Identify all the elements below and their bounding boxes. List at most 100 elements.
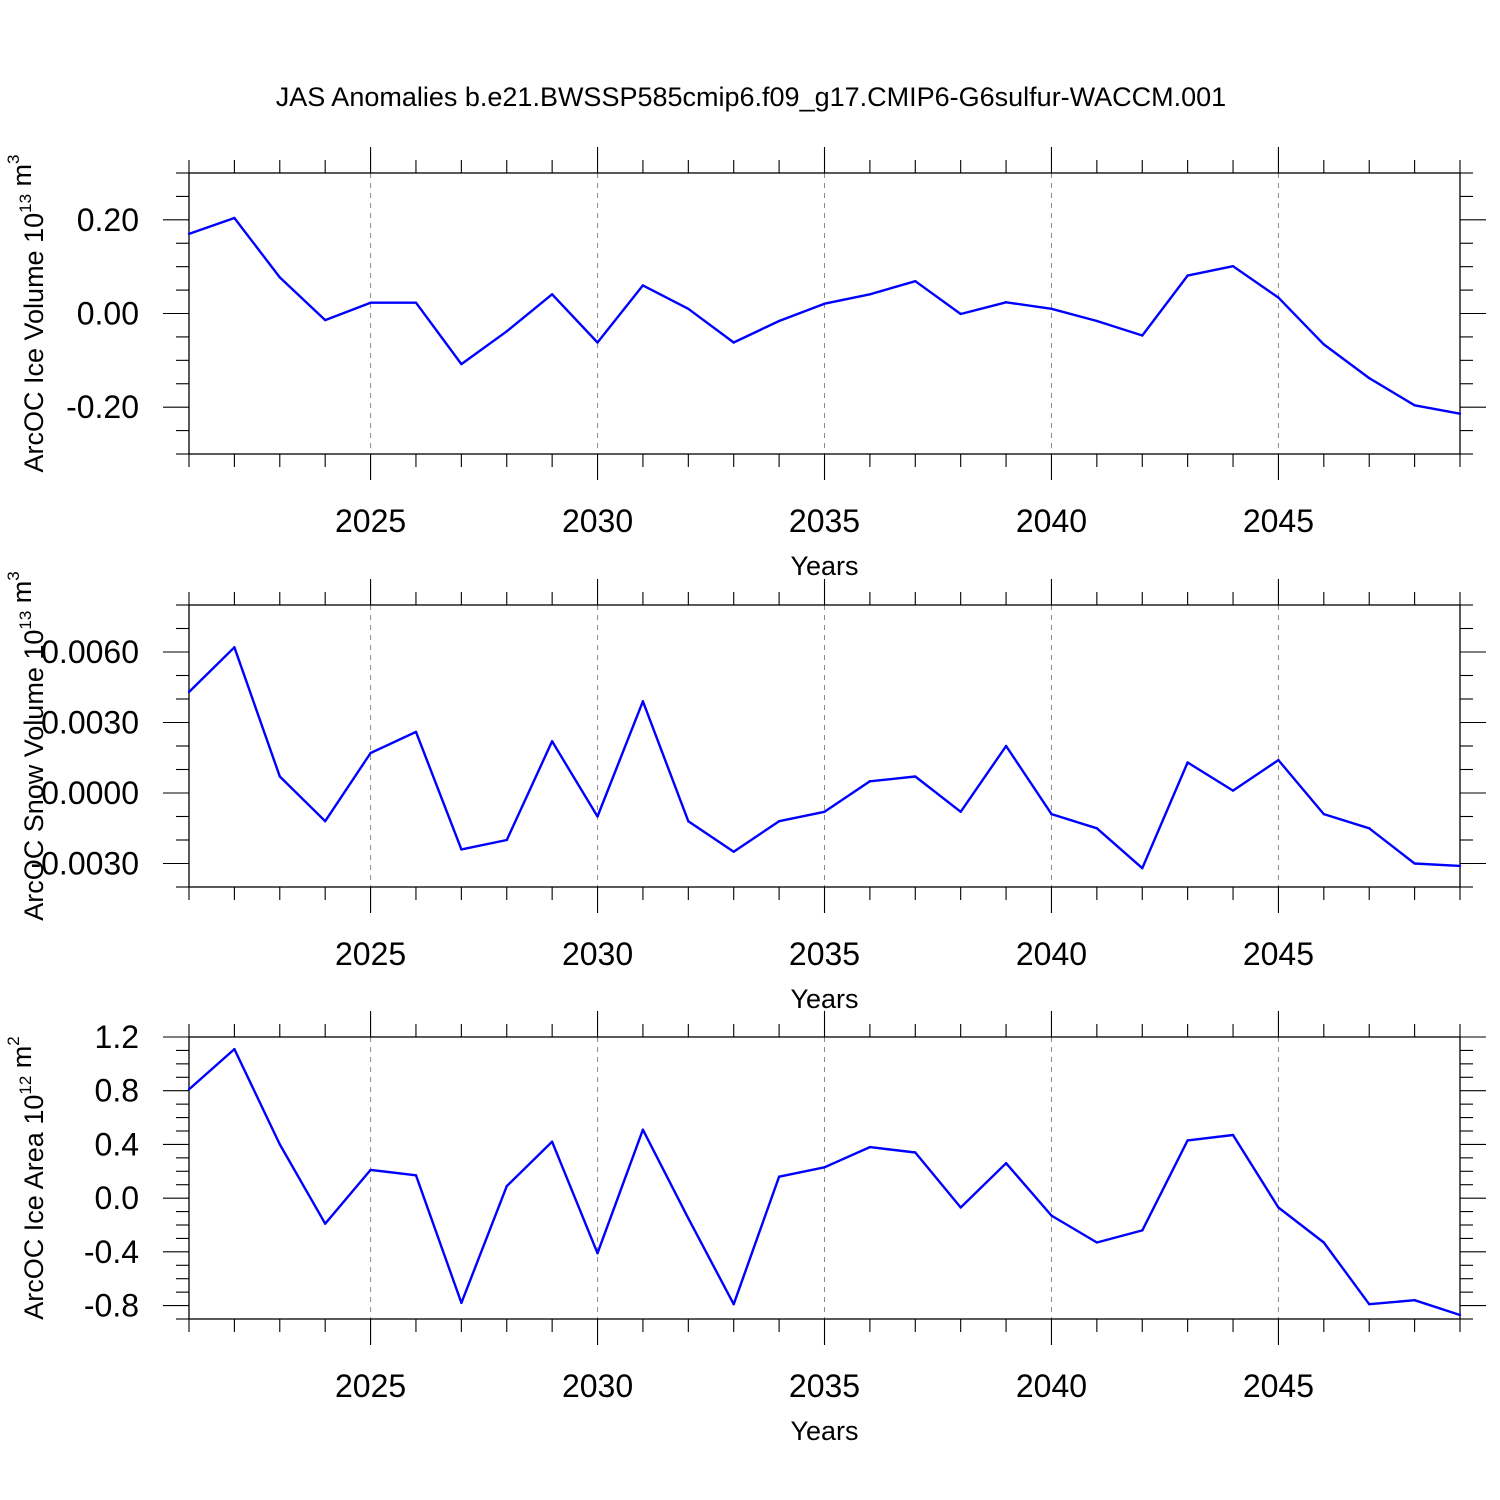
y-tick-label: 0.20 [77, 202, 139, 238]
data-point [959, 1206, 962, 1209]
y-axis-label: ArcOC Ice Volume 1013 m3 [4, 154, 49, 472]
data-point [1095, 319, 1099, 323]
x-tick-label: 2045 [1243, 503, 1314, 539]
data-point [1141, 867, 1144, 870]
y-tick-label: 0.4 [95, 1126, 139, 1162]
data-point [596, 341, 599, 344]
y-axis-label: ArcOC Snow Volume 1013 m3 [4, 571, 49, 921]
data-point [641, 700, 645, 703]
data-point [187, 232, 191, 236]
data-point [732, 850, 735, 853]
data-point [505, 1184, 508, 1188]
data-point [777, 1175, 781, 1178]
data-point [278, 775, 281, 778]
data-point [323, 820, 327, 823]
data-point [914, 279, 917, 283]
x-tick-label: 2035 [789, 936, 860, 972]
figure-title: JAS Anomalies b.e21.BWSSP585cmip6.f09_g1… [276, 82, 1226, 112]
data-point [550, 293, 554, 296]
data-point [369, 751, 372, 755]
data-point [233, 646, 236, 649]
data-point [1004, 1162, 1008, 1165]
data-point [1141, 1229, 1144, 1232]
y-tick-label: 0.0 [95, 1180, 139, 1216]
data-point [596, 1252, 599, 1255]
data-point [1050, 1214, 1053, 1217]
data-point [278, 276, 281, 279]
data-point [1322, 812, 1326, 816]
x-axis-label: Years [790, 984, 858, 1014]
data-point [823, 1166, 826, 1169]
y-tick-label: -0.20 [66, 389, 139, 425]
data-point [505, 838, 508, 842]
x-tick-label: 2035 [789, 503, 860, 539]
data-point [505, 330, 508, 333]
data-point [550, 740, 554, 743]
x-axis-label: Years [790, 551, 858, 581]
data-point [460, 1301, 463, 1305]
data-point [1458, 412, 1462, 415]
data-point [1277, 296, 1280, 299]
data-point [868, 1145, 872, 1149]
data-point [687, 820, 690, 823]
data-point [596, 815, 599, 818]
data-point [777, 820, 781, 823]
data-point [323, 1222, 327, 1225]
data-point [550, 1140, 554, 1143]
data-point [1413, 1299, 1416, 1302]
y-tick-label: 0.0030 [41, 705, 139, 741]
data-point [1231, 1133, 1235, 1137]
y-tick-label: 0.0000 [41, 775, 139, 811]
data-point [1277, 1206, 1280, 1209]
data-point [1050, 307, 1053, 311]
data-point [777, 319, 781, 323]
data-point [914, 775, 917, 778]
data-point [641, 284, 645, 287]
x-tick-label: 2040 [1016, 1368, 1087, 1404]
data-point [687, 307, 690, 311]
data-point [187, 690, 191, 694]
data-point [732, 1303, 735, 1306]
data-point [914, 1151, 917, 1154]
y-tick-label: 0.8 [95, 1073, 139, 1109]
x-tick-label: 2040 [1016, 503, 1087, 539]
x-tick-label: 2045 [1243, 936, 1314, 972]
data-point [868, 780, 872, 783]
data-point [1368, 827, 1371, 830]
data-point [1004, 744, 1008, 748]
data-point [1458, 1313, 1462, 1317]
chart-panel-1: 2025 2030 2035 2040 2045 -0.20 0.00 0.20 Years Ar… [4, 147, 1486, 581]
data-point [1368, 1303, 1371, 1306]
data-point [460, 362, 463, 366]
data-point [687, 1217, 690, 1220]
data-point [233, 1047, 236, 1051]
x-tick-label: 2030 [562, 1368, 633, 1404]
data-point [233, 216, 236, 220]
y-tick-label: -0.0030 [30, 846, 139, 882]
data-point [1186, 274, 1189, 277]
data-point [641, 1128, 645, 1131]
y-tick-label: 0.00 [77, 296, 139, 332]
x-tick-label: 2040 [1016, 936, 1087, 972]
data-point [1322, 343, 1326, 346]
x-tick-label: 2025 [335, 1368, 406, 1404]
x-tick-label: 2030 [562, 936, 633, 972]
data-point [1141, 334, 1144, 337]
x-tick-label: 2030 [562, 503, 633, 539]
data-point [1095, 827, 1099, 830]
data-point [823, 302, 826, 305]
data-point [369, 1168, 372, 1172]
data-point [1413, 404, 1416, 407]
y-tick-label: -0.8 [84, 1288, 139, 1324]
x-tick-label: 2025 [335, 503, 406, 539]
x-axis-label: Years [790, 1416, 858, 1446]
data-point [959, 810, 962, 813]
data-point [369, 301, 372, 304]
data-point [1413, 862, 1416, 865]
x-tick-label: 2045 [1243, 1368, 1314, 1404]
panels: 2025 2030 2035 2040 2045 -0.20 0.00 0.20 Years Ar… [4, 147, 1486, 1446]
data-point [460, 848, 463, 851]
y-tick-label: -0.4 [84, 1234, 139, 1270]
data-point [187, 1088, 191, 1091]
